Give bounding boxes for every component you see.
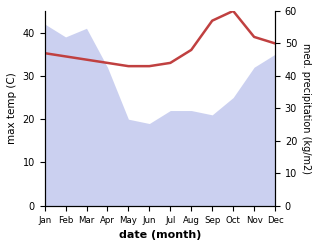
Y-axis label: max temp (C): max temp (C) xyxy=(7,72,17,144)
Y-axis label: med. precipitation (kg/m2): med. precipitation (kg/m2) xyxy=(301,43,311,174)
X-axis label: date (month): date (month) xyxy=(119,230,201,240)
